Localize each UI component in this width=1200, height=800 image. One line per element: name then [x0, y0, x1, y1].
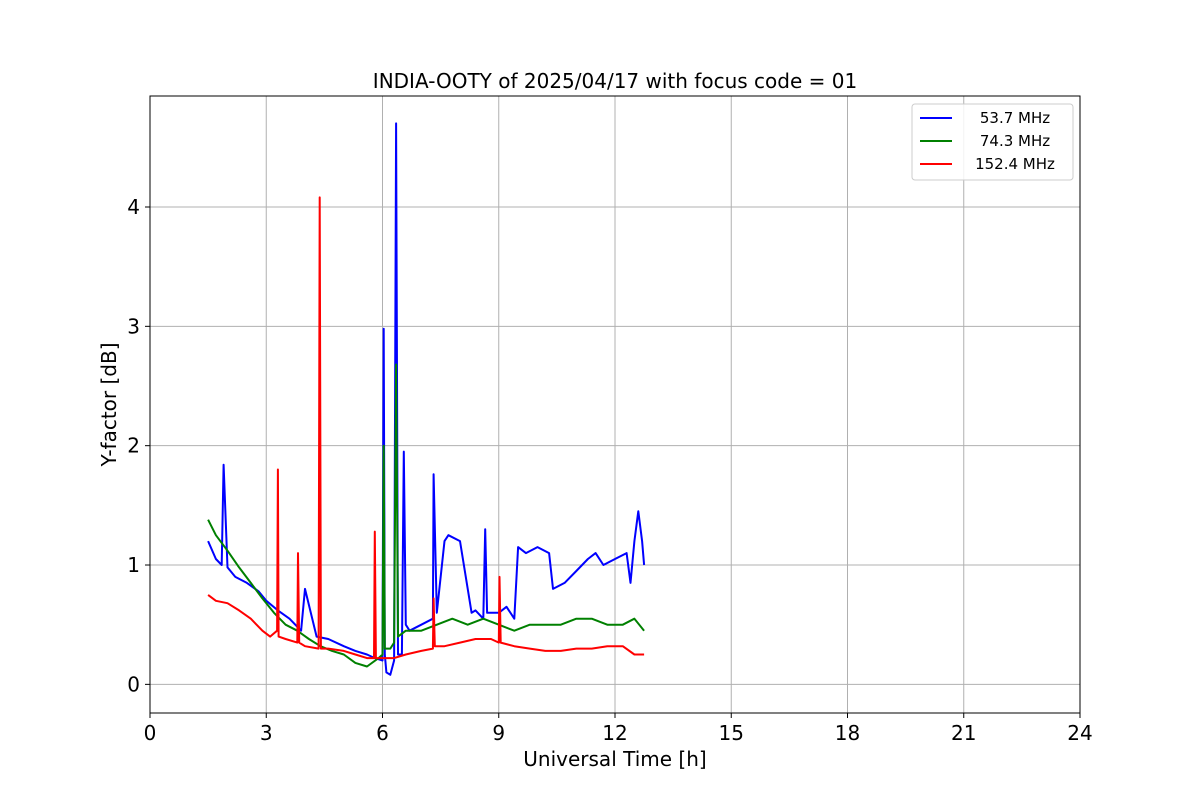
x-axis-label: Universal Time [h]	[523, 747, 706, 771]
series-line	[207, 363, 645, 668]
x-tick-label: 18	[835, 721, 860, 745]
y-tick-label: 4	[127, 195, 140, 219]
legend-label: 152.4 MHz	[975, 155, 1055, 173]
y-tick-label: 2	[127, 434, 140, 458]
x-tick-label: 9	[492, 721, 505, 745]
chart-title: INDIA-OOTY of 2025/04/17 with focus code…	[373, 69, 857, 93]
legend-label: 74.3 MHz	[980, 132, 1050, 150]
x-tick-label: 21	[951, 721, 976, 745]
series-layer	[207, 122, 646, 676]
legend: 53.7 MHz 74.3 MHz 152.4 MHz	[911, 103, 1074, 181]
legend-box	[911, 103, 1074, 181]
x-tick-label: 15	[719, 721, 744, 745]
y-tick-label: 1	[127, 553, 140, 577]
y-tick-label: 0	[127, 672, 140, 696]
y-axis-label: Y-factor [dB]	[97, 342, 121, 467]
legend-label: 53.7 MHz	[980, 109, 1050, 127]
series-line	[207, 196, 645, 660]
x-tick-label: 0	[144, 721, 157, 745]
x-tick-label: 6	[376, 721, 389, 745]
x-tick-label: 3	[260, 721, 273, 745]
y-tick-label: 3	[127, 314, 140, 338]
series-line	[207, 122, 646, 676]
x-tick-label: 12	[602, 721, 627, 745]
x-tick-label: 24	[1067, 721, 1092, 745]
